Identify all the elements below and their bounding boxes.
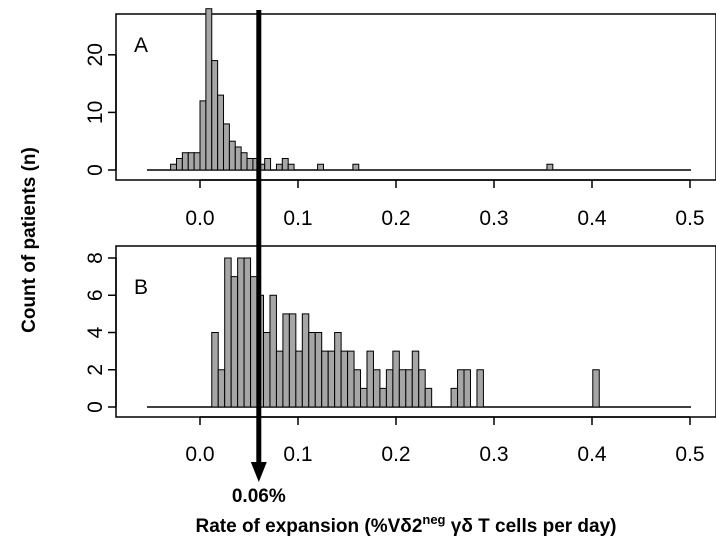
panel-b-bar xyxy=(282,313,290,408)
panel-b-x-tick-label: 0.1 xyxy=(283,443,312,466)
x-axis-title: Rate of expansion (%Vδ2neg γδ T cells pe… xyxy=(195,512,616,537)
panel-b-y-tick-label: 0 xyxy=(84,401,107,413)
panel-b-bar xyxy=(334,332,342,408)
panel-a-bar xyxy=(187,152,195,171)
panel-a-bar xyxy=(205,8,213,171)
panel-b-bar xyxy=(366,350,374,408)
panel-a-y-tick-label: 10 xyxy=(84,101,107,124)
x-axis-title-suffix: γδ T cells per day) xyxy=(446,516,617,537)
panel-b: B 0 2 4 6 8 0.0 0.1 0.2 0.3 0.4 0.5 xyxy=(84,245,716,466)
panel-b-bar xyxy=(250,276,258,408)
threshold-arrow: 0.06% xyxy=(232,10,286,507)
panel-a-bar xyxy=(240,152,248,171)
panel-a-label: A xyxy=(134,34,148,57)
panel-b-bar xyxy=(243,257,252,408)
panel-a-x-axis: 0.0 0.1 0.2 0.3 0.4 0.5 xyxy=(185,179,705,230)
panel-b-y-axis: 0 2 4 6 8 xyxy=(84,252,117,413)
panel-a-bar xyxy=(317,163,324,171)
panel-b-bar xyxy=(463,369,471,408)
panel-b-bar xyxy=(301,313,310,408)
panel-a-bar xyxy=(175,157,183,171)
panel-a-bar xyxy=(287,163,295,171)
panel-b-bar xyxy=(372,369,381,408)
panel-b-y-tick-label: 8 xyxy=(84,252,107,264)
panel-a-bar xyxy=(223,123,230,171)
panel-b-bar xyxy=(295,350,303,408)
panel-b-bar xyxy=(321,350,329,408)
panel-a-bars xyxy=(170,8,554,171)
panel-a-bar xyxy=(228,140,236,171)
panel-a-x-tick-label: 0.1 xyxy=(283,207,312,230)
panel-b-bar xyxy=(224,257,232,408)
panel-b-bar xyxy=(379,387,387,408)
panel-b-label: B xyxy=(134,276,148,299)
x-axis-title-prefix: Rate of expansion (%Vδ2 xyxy=(195,516,422,537)
panel-a-y-tick-label: 0 xyxy=(84,164,107,176)
panel-b-bar xyxy=(217,369,226,408)
panel-a-bar xyxy=(234,146,242,171)
panel-a-bar xyxy=(211,60,219,171)
panel-b-bar xyxy=(347,350,355,408)
panel-b-bar xyxy=(592,369,600,408)
panel-b-bar xyxy=(405,369,413,408)
panel-a-bar xyxy=(352,163,360,171)
panel-a-x-tick-label: 0.2 xyxy=(381,207,410,230)
panel-b-bar xyxy=(353,369,362,408)
panel-b-bar xyxy=(476,369,484,408)
panel-b-x-tick-label: 0.4 xyxy=(577,443,607,466)
panel-a-x-tick-label: 0.0 xyxy=(185,207,214,230)
panel-b-bar xyxy=(230,276,239,408)
panel-a-bar xyxy=(199,100,207,171)
panel-b-bar xyxy=(314,332,323,408)
panel-b-x-axis: 0.0 0.1 0.2 0.3 0.4 0.5 xyxy=(185,416,705,466)
threshold-arrowhead xyxy=(250,462,267,482)
panel-b-bar xyxy=(211,332,219,408)
panel-a-bar xyxy=(281,157,289,171)
threshold-label: 0.06% xyxy=(232,486,286,507)
panel-b-y-tick-label: 2 xyxy=(84,364,107,376)
panel-b-bar xyxy=(308,332,316,408)
panel-b-bar xyxy=(269,294,277,408)
panel-b-bar xyxy=(327,350,336,408)
panel-b-bar xyxy=(340,350,349,408)
panel-b-bar xyxy=(398,369,407,408)
panel-a-bar xyxy=(546,163,554,171)
panel-a-bar xyxy=(264,157,272,171)
panel-a-y-axis: 0 10 20 xyxy=(84,43,117,176)
panel-a-x-tick-label: 0.5 xyxy=(675,207,704,230)
panel-b-bar xyxy=(457,369,465,408)
panel-b-bar xyxy=(237,257,245,408)
panel-b-bar xyxy=(450,387,459,408)
panel-b-bar xyxy=(411,350,420,408)
panel-b-x-tick-label: 0.5 xyxy=(675,443,704,466)
panel-a-bar xyxy=(275,163,283,171)
panel-a-bar xyxy=(217,94,225,171)
panel-a-bar xyxy=(181,152,189,171)
panel-a: A 0 10 20 0.0 0.1 0.2 0.3 0.4 0.5 xyxy=(84,8,716,230)
panel-b-y-tick-label: 6 xyxy=(84,289,107,301)
panel-a-bar xyxy=(246,157,254,171)
y-axis-title: Count of patients (n) xyxy=(19,147,40,333)
panel-b-bar xyxy=(360,387,368,408)
panel-b-bar xyxy=(418,369,426,408)
panel-a-bar xyxy=(193,152,201,171)
panel-b-bars xyxy=(211,257,600,408)
x-axis-title-superscript: neg xyxy=(422,512,445,527)
panel-b-bar xyxy=(288,313,297,408)
panel-a-x-tick-label: 0.3 xyxy=(479,207,508,230)
panel-b-bar xyxy=(275,350,284,408)
panel-a-bar xyxy=(170,163,177,171)
panel-b-bar xyxy=(263,332,271,408)
panel-b-bar xyxy=(385,369,394,408)
panel-b-bar xyxy=(424,387,433,408)
panel-b-x-tick-label: 0.0 xyxy=(185,443,214,466)
panel-b-y-tick-label: 4 xyxy=(84,326,107,338)
panel-b-x-tick-label: 0.2 xyxy=(381,443,410,466)
panel-a-y-tick-label: 20 xyxy=(84,43,107,66)
panel-b-x-tick-label: 0.3 xyxy=(479,443,508,466)
panel-b-bar xyxy=(392,350,400,408)
panel-a-x-tick-label: 0.4 xyxy=(577,207,607,230)
